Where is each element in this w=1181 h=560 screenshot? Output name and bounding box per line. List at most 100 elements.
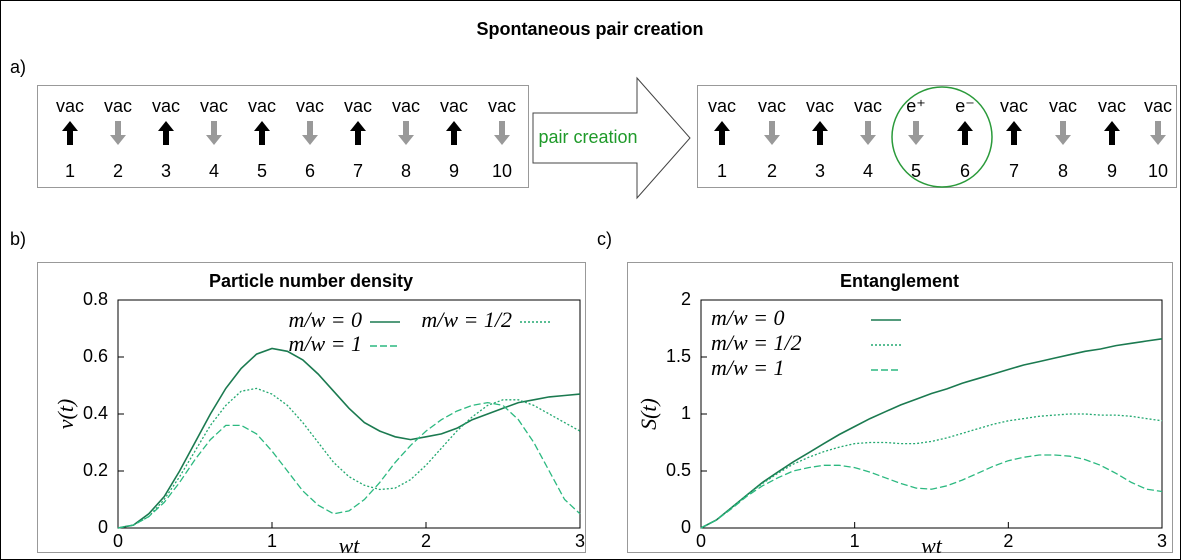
spin-down-arrow xyxy=(908,121,924,145)
y-axis-label: S(t) xyxy=(636,398,661,430)
site-index: 10 xyxy=(492,161,512,181)
site-label: vac xyxy=(854,96,882,116)
site-index: 2 xyxy=(113,161,123,181)
arrow-label: pair creation xyxy=(538,127,637,147)
legend-label: m/w = 1/2 xyxy=(711,330,802,355)
site-index: 10 xyxy=(1148,161,1168,181)
site-index: 8 xyxy=(1058,161,1068,181)
site-label: vac xyxy=(248,96,276,116)
site-index: 1 xyxy=(65,161,75,181)
x-tick-label: 1 xyxy=(850,531,860,551)
site-label: vac xyxy=(344,96,372,116)
y-tick-label: 0.4 xyxy=(83,403,108,423)
y-tick-label: 1 xyxy=(681,403,691,423)
figure-title: Spontaneous pair creation xyxy=(476,19,703,39)
x-tick-label: 2 xyxy=(1003,531,1013,551)
spin-up-arrow xyxy=(714,121,730,145)
data-line xyxy=(117,347,581,529)
site-label: vac xyxy=(758,96,786,116)
y-tick-label: 0 xyxy=(98,517,108,537)
y-tick-label: 0.5 xyxy=(666,460,691,480)
site-label: vac xyxy=(392,96,420,116)
site-index: 9 xyxy=(449,161,459,181)
y-axis-label: ν(t) xyxy=(53,399,78,430)
x-tick-label: 2 xyxy=(421,531,431,551)
site-index: 6 xyxy=(960,161,970,181)
spin-up-arrow xyxy=(957,121,973,145)
spin-down-arrow xyxy=(110,121,126,145)
y-tick-label: 0.2 xyxy=(83,460,108,480)
chart-title: Entanglement xyxy=(840,271,959,291)
x-axis-label: wt xyxy=(339,533,361,558)
legend-label: m/w = 1/2 xyxy=(421,307,512,332)
site-label: vac xyxy=(296,96,324,116)
y-tick-label: 0.8 xyxy=(83,289,108,309)
spin-down-arrow xyxy=(494,121,510,145)
data-line xyxy=(117,401,581,529)
site-label: e⁺ xyxy=(906,96,926,116)
spin-down-arrow xyxy=(764,121,780,145)
site-index: 9 xyxy=(1107,161,1117,181)
site-index: 7 xyxy=(353,161,363,181)
site-index: 2 xyxy=(767,161,777,181)
pair-highlight xyxy=(891,86,993,188)
site-index: 4 xyxy=(209,161,219,181)
legend-label: m/w = 1 xyxy=(711,355,785,380)
spin-down-arrow xyxy=(860,121,876,145)
data-line xyxy=(700,338,1163,529)
y-tick-label: 2 xyxy=(681,289,691,309)
spin-down-arrow xyxy=(302,121,318,145)
spin-down-arrow xyxy=(398,121,414,145)
spin-down-arrow xyxy=(1150,121,1166,145)
spin-up-arrow xyxy=(1104,121,1120,145)
chart-title: Particle number density xyxy=(209,271,413,291)
site-index: 3 xyxy=(815,161,825,181)
before-box xyxy=(37,85,529,188)
site-label: vac xyxy=(708,96,736,116)
legend-label: m/w = 1 xyxy=(288,331,362,356)
site-index: 7 xyxy=(1009,161,1019,181)
x-axis-label: wt xyxy=(921,533,943,558)
site-index: 3 xyxy=(161,161,171,181)
site-index: 8 xyxy=(401,161,411,181)
site-label: vac xyxy=(1049,96,1077,116)
site-index: 4 xyxy=(863,161,873,181)
spin-up-arrow xyxy=(1006,121,1022,145)
y-tick-label: 0.6 xyxy=(83,346,108,366)
spin-up-arrow xyxy=(158,121,174,145)
spin-up-arrow xyxy=(446,121,462,145)
y-tick-label: 0 xyxy=(681,517,691,537)
spin-down-arrow xyxy=(1055,121,1071,145)
site-label: vac xyxy=(1000,96,1028,116)
panel-label: c) xyxy=(597,229,612,249)
site-label: vac xyxy=(1144,96,1172,116)
spin-up-arrow xyxy=(350,121,366,145)
process-arrow xyxy=(532,76,691,200)
site-label: vac xyxy=(200,96,228,116)
spin-up-arrow xyxy=(812,121,828,145)
spin-up-arrow xyxy=(254,121,270,145)
site-index: 6 xyxy=(305,161,315,181)
data-line xyxy=(117,387,581,529)
x-tick-label: 3 xyxy=(575,531,585,551)
legend-label: m/w = 0 xyxy=(711,305,785,330)
x-tick-label: 1 xyxy=(267,531,277,551)
site-index: 5 xyxy=(257,161,267,181)
site-label: vac xyxy=(104,96,132,116)
chart-frame xyxy=(37,262,586,553)
legend-label: m/w = 0 xyxy=(288,307,362,332)
site-label: vac xyxy=(152,96,180,116)
x-tick-label: 3 xyxy=(1157,531,1167,551)
panel-label: a) xyxy=(10,57,26,77)
chart-frame xyxy=(627,262,1173,553)
site-label: vac xyxy=(56,96,84,116)
site-label: vac xyxy=(1098,96,1126,116)
x-tick-label: 0 xyxy=(113,531,123,551)
site-index: 5 xyxy=(911,161,921,181)
x-tick-label: 0 xyxy=(696,531,706,551)
panel-label: b) xyxy=(10,229,26,249)
data-line xyxy=(700,454,1163,529)
site-index: 1 xyxy=(717,161,727,181)
